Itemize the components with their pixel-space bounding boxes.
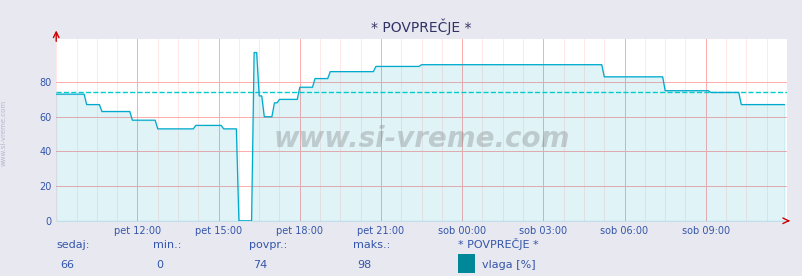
Text: sedaj:: sedaj: xyxy=(56,240,90,250)
Text: 74: 74 xyxy=(253,260,267,270)
Text: vlaga [%]: vlaga [%] xyxy=(481,260,535,270)
Text: 0: 0 xyxy=(156,260,164,270)
Title: * POVPREČJE *: * POVPREČJE * xyxy=(371,18,472,35)
Text: maks.:: maks.: xyxy=(353,240,390,250)
Text: povpr.:: povpr.: xyxy=(249,240,287,250)
Text: 98: 98 xyxy=(357,260,371,270)
Text: * POVPREČJE *: * POVPREČJE * xyxy=(457,238,537,250)
Text: www.si-vreme.com: www.si-vreme.com xyxy=(1,99,7,166)
Text: min.:: min.: xyxy=(152,240,180,250)
Text: www.si-vreme.com: www.si-vreme.com xyxy=(273,125,569,153)
Text: 66: 66 xyxy=(60,260,74,270)
